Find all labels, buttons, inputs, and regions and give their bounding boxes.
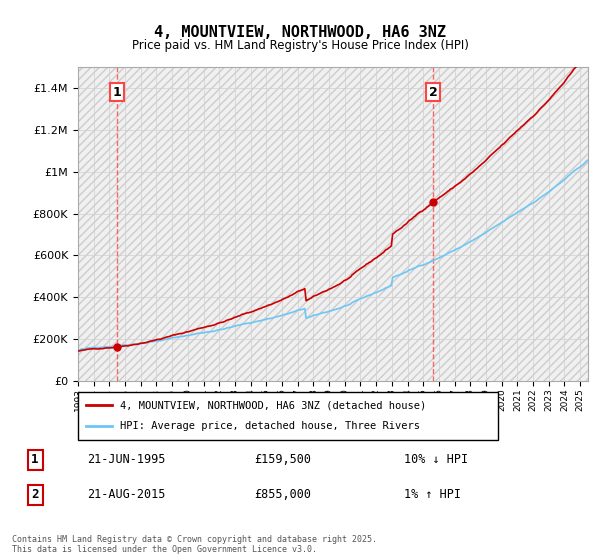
Bar — [78, 67, 588, 381]
Text: 2: 2 — [429, 86, 437, 99]
Text: 1: 1 — [112, 86, 121, 99]
Text: £159,500: £159,500 — [254, 454, 311, 466]
Text: 21-JUN-1995: 21-JUN-1995 — [87, 454, 165, 466]
Text: 1% ↑ HPI: 1% ↑ HPI — [404, 488, 461, 501]
Text: Contains HM Land Registry data © Crown copyright and database right 2025.
This d: Contains HM Land Registry data © Crown c… — [12, 535, 377, 554]
Text: HPI: Average price, detached house, Three Rivers: HPI: Average price, detached house, Thre… — [120, 421, 420, 431]
FancyBboxPatch shape — [78, 392, 498, 440]
Text: Price paid vs. HM Land Registry's House Price Index (HPI): Price paid vs. HM Land Registry's House … — [131, 39, 469, 52]
Text: 4, MOUNTVIEW, NORTHWOOD, HA6 3NZ (detached house): 4, MOUNTVIEW, NORTHWOOD, HA6 3NZ (detach… — [120, 400, 426, 410]
Text: 10% ↓ HPI: 10% ↓ HPI — [404, 454, 468, 466]
Text: 2: 2 — [31, 488, 39, 501]
Text: £855,000: £855,000 — [254, 488, 311, 501]
Text: 4, MOUNTVIEW, NORTHWOOD, HA6 3NZ: 4, MOUNTVIEW, NORTHWOOD, HA6 3NZ — [154, 25, 446, 40]
Text: 21-AUG-2015: 21-AUG-2015 — [87, 488, 165, 501]
Text: 1: 1 — [31, 454, 39, 466]
